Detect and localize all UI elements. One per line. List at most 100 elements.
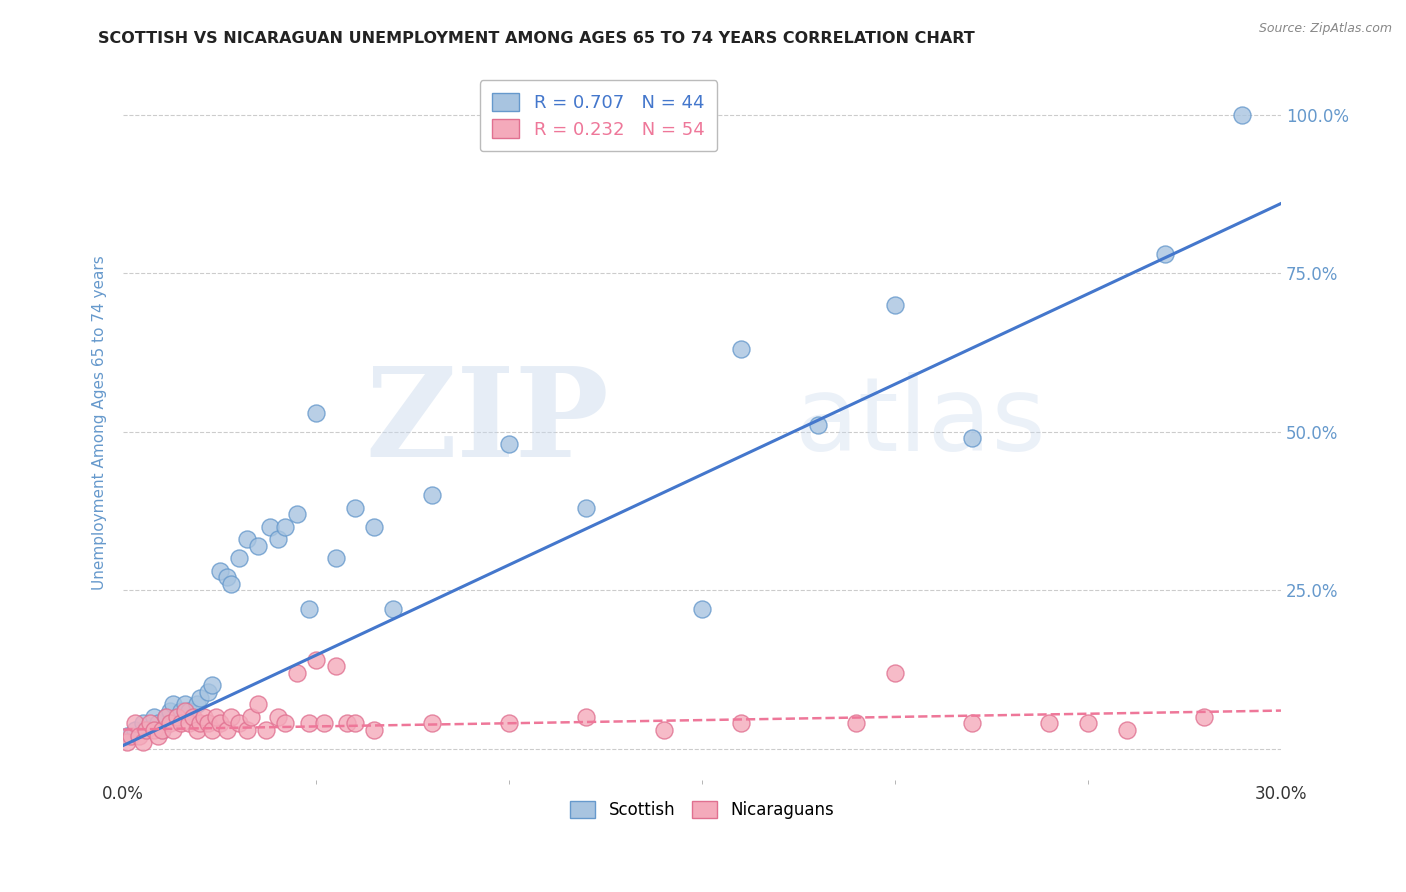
Point: [730, 343, 752, 357]
Point: [274, 716, 297, 731]
Point: [254, 723, 277, 737]
Point: [420, 716, 443, 731]
Point: [143, 710, 166, 724]
Point: [186, 698, 208, 712]
Point: [193, 710, 215, 724]
Point: [197, 684, 219, 698]
Point: [174, 704, 197, 718]
Point: [343, 716, 366, 731]
Point: [297, 602, 319, 616]
Point: [325, 551, 347, 566]
Point: [962, 716, 984, 731]
Point: [166, 710, 188, 724]
Point: [150, 723, 173, 737]
Point: [498, 716, 520, 731]
Point: [197, 716, 219, 731]
Point: [1232, 108, 1254, 122]
Point: [962, 431, 984, 445]
Point: [285, 507, 308, 521]
Point: [285, 665, 308, 680]
Point: [1077, 716, 1099, 731]
Point: [363, 520, 385, 534]
Point: [135, 723, 157, 737]
Point: [208, 716, 231, 731]
Point: [150, 723, 173, 737]
Point: [236, 723, 259, 737]
Point: [139, 716, 162, 731]
Point: [115, 729, 138, 743]
Point: [208, 564, 231, 578]
Point: [146, 729, 169, 743]
Point: [162, 698, 184, 712]
Point: [170, 704, 193, 718]
Point: [146, 716, 169, 731]
Point: [247, 698, 270, 712]
Point: [239, 710, 262, 724]
Point: [884, 298, 907, 312]
Point: [1154, 247, 1177, 261]
Point: [177, 716, 200, 731]
Point: [575, 710, 598, 724]
Point: [575, 500, 598, 515]
Legend: Scottish, Nicaraguans: Scottish, Nicaraguans: [564, 794, 841, 826]
Point: [181, 710, 204, 724]
Point: [1115, 723, 1137, 737]
Point: [420, 488, 443, 502]
Text: ZIP: ZIP: [366, 361, 610, 483]
Point: [221, 710, 243, 724]
Point: [1038, 716, 1060, 731]
Text: SCOTTISH VS NICARAGUAN UNEMPLOYMENT AMONG AGES 65 TO 74 YEARS CORRELATION CHART: SCOTTISH VS NICARAGUAN UNEMPLOYMENT AMON…: [98, 31, 976, 46]
Point: [305, 653, 328, 667]
Point: [177, 704, 200, 718]
Point: [845, 716, 868, 731]
Point: [190, 716, 212, 731]
Point: [115, 735, 138, 749]
Point: [159, 716, 181, 731]
Point: [120, 729, 142, 743]
Y-axis label: Unemployment Among Ages 65 to 74 years: Unemployment Among Ages 65 to 74 years: [93, 255, 107, 590]
Point: [217, 723, 239, 737]
Point: [730, 716, 752, 731]
Point: [884, 665, 907, 680]
Point: [363, 723, 385, 737]
Point: [297, 716, 319, 731]
Point: [170, 716, 193, 731]
Point: [498, 437, 520, 451]
Point: [201, 723, 224, 737]
Point: [162, 723, 184, 737]
Point: [166, 710, 188, 724]
Point: [312, 716, 335, 731]
Point: [159, 704, 181, 718]
Point: [131, 735, 153, 749]
Point: [228, 716, 250, 731]
Point: [155, 710, 177, 724]
Point: [186, 723, 208, 737]
Point: [201, 678, 224, 692]
Point: [336, 716, 359, 731]
Point: [228, 551, 250, 566]
Point: [190, 690, 212, 705]
Point: [124, 723, 146, 737]
Point: [325, 659, 347, 673]
Point: [174, 698, 197, 712]
Point: [143, 723, 166, 737]
Point: [124, 716, 146, 731]
Point: [274, 520, 297, 534]
Point: [131, 716, 153, 731]
Point: [305, 406, 328, 420]
Point: [343, 500, 366, 515]
Point: [652, 723, 675, 737]
Point: [155, 710, 177, 724]
Point: [247, 539, 270, 553]
Point: [221, 576, 243, 591]
Point: [128, 729, 150, 743]
Point: [807, 418, 830, 433]
Point: [266, 533, 288, 547]
Point: [217, 570, 239, 584]
Point: [1192, 710, 1215, 724]
Point: [205, 710, 228, 724]
Point: [135, 723, 157, 737]
Point: [690, 602, 713, 616]
Text: atlas: atlas: [794, 372, 1046, 473]
Point: [266, 710, 288, 724]
